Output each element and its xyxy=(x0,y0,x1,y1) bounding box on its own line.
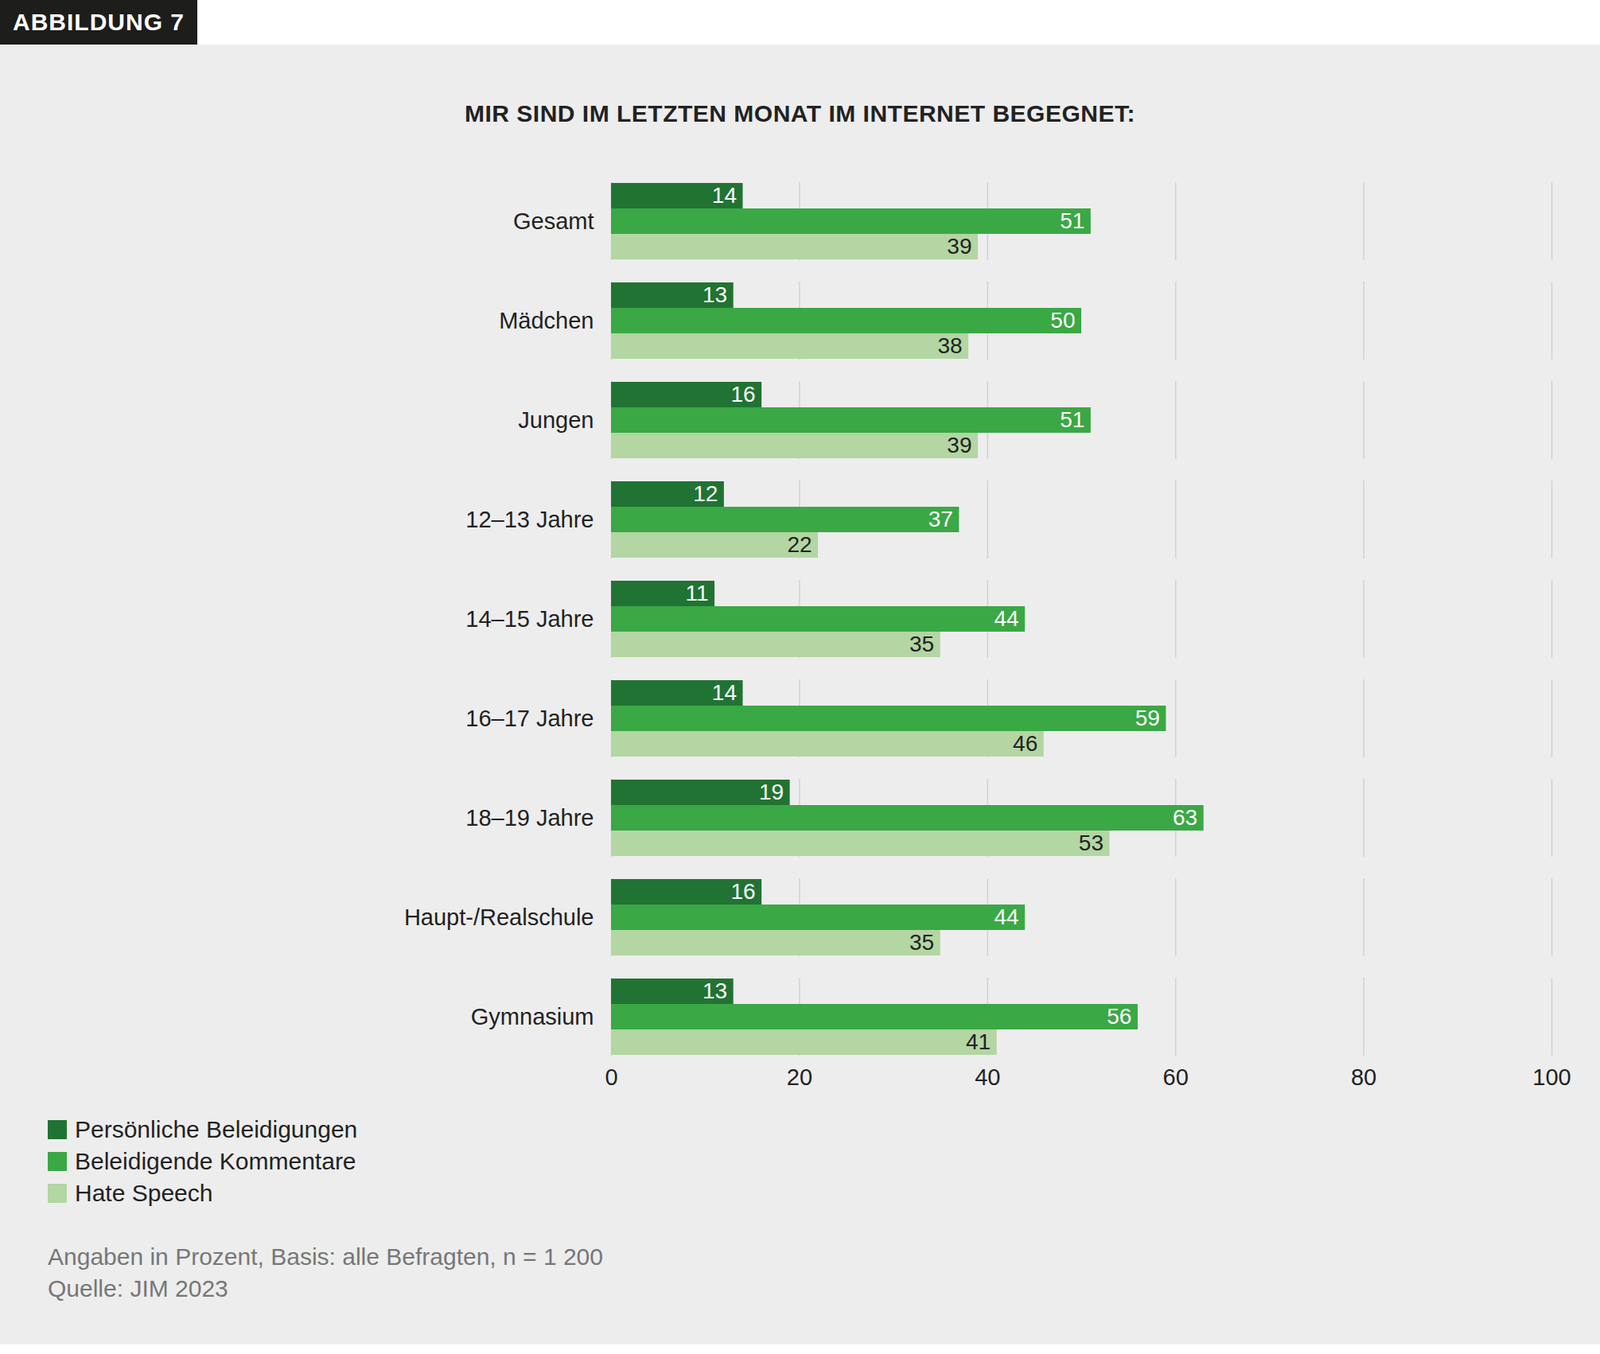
svg-text:13: 13 xyxy=(702,282,728,308)
svg-text:50: 50 xyxy=(1050,307,1075,333)
svg-text:14: 14 xyxy=(712,680,737,705)
svg-text:35: 35 xyxy=(909,930,935,955)
svg-text:44: 44 xyxy=(993,904,1019,930)
html-text:Beleidigende Kommentare: Beleidigende Kommentare xyxy=(74,1148,357,1175)
svg-text:14: 14 xyxy=(712,182,737,208)
svg-text:0: 0 xyxy=(604,1064,618,1091)
svg-text:16–17 Jahre: 16–17 Jahre xyxy=(465,705,594,732)
svg-text:59: 59 xyxy=(1135,705,1161,731)
svg-text:63: 63 xyxy=(1172,805,1198,830)
svg-text:11: 11 xyxy=(685,580,709,606)
html-text:Angaben in Prozent, Basis: all: Angaben in Prozent, Basis: alle Befragte… xyxy=(47,1243,604,1270)
svg-text:35: 35 xyxy=(909,631,935,657)
svg-text:37: 37 xyxy=(928,506,954,532)
svg-text:53: 53 xyxy=(1078,830,1104,856)
svg-text:44: 44 xyxy=(993,606,1019,631)
svg-text:51: 51 xyxy=(1059,407,1085,433)
svg-text:Jungen: Jungen xyxy=(517,407,594,433)
svg-text:22: 22 xyxy=(786,532,812,557)
svg-text:19: 19 xyxy=(759,779,784,805)
svg-text:51: 51 xyxy=(1059,208,1085,234)
svg-text:56: 56 xyxy=(1106,1004,1132,1029)
svg-text:60: 60 xyxy=(1163,1064,1189,1091)
html-text:MIR SIND IM LETZTEN MONAT IM I: MIR SIND IM LETZTEN MONAT IM INTERNET BE… xyxy=(464,100,1136,127)
html-text:ABBILDUNG 7: ABBILDUNG 7 xyxy=(12,8,185,36)
html-text:Hate Speech: Hate Speech xyxy=(74,1179,213,1207)
svg-text:14–15 Jahre: 14–15 Jahre xyxy=(465,606,594,632)
svg-text:39: 39 xyxy=(946,432,972,458)
svg-text:39: 39 xyxy=(946,233,972,259)
html-text:Persönliche Beleidigungen: Persönliche Beleidigungen xyxy=(74,1116,358,1143)
svg-text:12: 12 xyxy=(692,481,718,507)
svg-text:38: 38 xyxy=(938,333,963,359)
svg-text:16: 16 xyxy=(730,381,756,407)
svg-text:41: 41 xyxy=(965,1029,991,1055)
svg-text:80: 80 xyxy=(1350,1064,1377,1091)
svg-text:18–19 Jahre: 18–19 Jahre xyxy=(465,805,594,831)
svg-text:Haupt-/Realschule: Haupt-/Realschule xyxy=(404,904,595,931)
svg-text:Gymnasium: Gymnasium xyxy=(471,1004,595,1030)
svg-text:12–13 Jahre: 12–13 Jahre xyxy=(465,506,594,533)
svg-text:40: 40 xyxy=(974,1064,1001,1091)
svg-text:20: 20 xyxy=(786,1064,813,1091)
svg-text:13: 13 xyxy=(702,978,728,1004)
svg-text:Mädchen: Mädchen xyxy=(498,307,594,334)
html-text:Quelle: JIM 2023: Quelle: JIM 2023 xyxy=(47,1275,229,1302)
svg-text:16: 16 xyxy=(730,879,756,904)
svg-text:100: 100 xyxy=(1532,1064,1571,1091)
svg-text:Gesamt: Gesamt xyxy=(513,208,595,234)
svg-text:46: 46 xyxy=(1012,731,1038,756)
